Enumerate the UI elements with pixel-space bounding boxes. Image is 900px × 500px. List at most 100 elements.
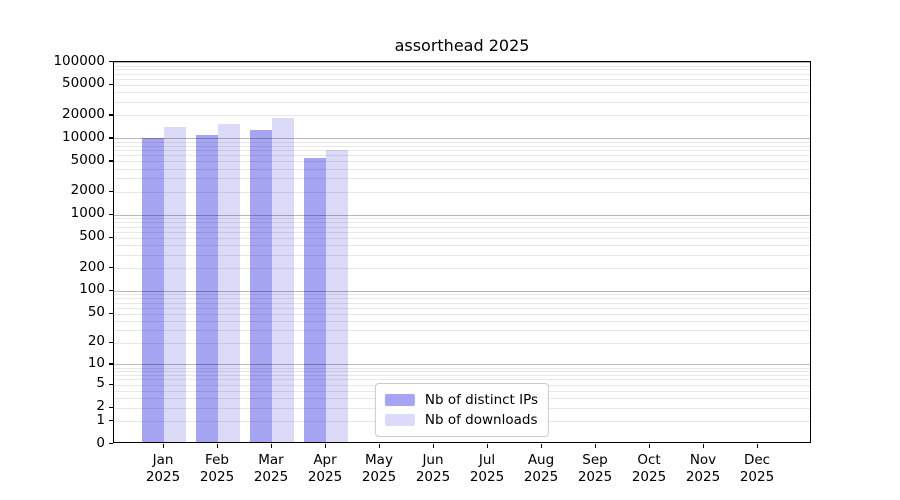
minor-gridline (114, 343, 810, 344)
y-tick-mark (109, 420, 113, 422)
legend-swatch (384, 394, 415, 406)
minor-gridline (114, 141, 810, 143)
minor-gridline (114, 85, 810, 86)
y-tick-mark (109, 312, 113, 314)
x-tick-label: Jul 2025 (460, 452, 514, 486)
bar-distinct-ips (304, 157, 326, 442)
y-tick-label: 50000 (62, 75, 105, 92)
minor-gridline (114, 294, 810, 296)
month-label: May (365, 452, 393, 468)
major-gridline (114, 214, 810, 216)
minor-gridline (114, 65, 810, 67)
y-tick-mark (109, 406, 113, 408)
minor-gridline (114, 155, 810, 157)
x-tick-mark (271, 444, 273, 448)
x-tick-label: Apr 2025 (298, 452, 352, 486)
minor-gridline (114, 69, 810, 71)
y-tick-label: 100 (79, 281, 105, 298)
minor-gridline (114, 245, 810, 247)
minor-gridline (114, 298, 810, 300)
y-tick-label: 50 (87, 304, 105, 321)
y-tick-label: 10 (87, 354, 105, 371)
minor-gridline (114, 150, 810, 152)
minor-gridline (114, 330, 810, 332)
y-tick-mark (109, 213, 113, 215)
y-tick-label: 10000 (62, 128, 105, 145)
major-gridline (114, 364, 810, 366)
y-tick-mark (109, 160, 113, 162)
x-tick-label: Dec 2025 (730, 452, 784, 486)
x-tick-label: Sep 2025 (568, 452, 622, 486)
month-label: Jul (478, 452, 496, 468)
y-tick-mark (109, 84, 113, 86)
month-label: Jan (152, 452, 174, 468)
legend-label: Nb of distinct IPs (424, 392, 539, 408)
minor-gridline (114, 222, 810, 224)
y-tick-mark (109, 342, 113, 344)
y-tick-label: 5 (96, 375, 105, 392)
month-label: Apr (313, 452, 337, 468)
x-tick-label: Aug 2025 (514, 452, 568, 486)
bar-downloads (272, 118, 294, 442)
y-tick-label: 2000 (70, 182, 105, 199)
y-tick-label: 200 (79, 258, 105, 275)
minor-gridline (114, 73, 810, 75)
month-label: Nov (689, 452, 717, 468)
y-tick-mark (109, 61, 113, 63)
minor-gridline (114, 78, 810, 80)
month-label: Sep (582, 452, 608, 468)
bar-downloads (218, 123, 240, 442)
major-gridline (114, 62, 810, 63)
y-tick-label: 1 (96, 411, 105, 428)
y-tick-label: 5000 (70, 151, 105, 168)
x-tick-mark (379, 444, 381, 448)
y-tick-mark (109, 383, 113, 385)
month-label: Jun (422, 452, 444, 468)
minor-gridline (114, 178, 810, 180)
y-tick-mark (109, 114, 113, 116)
bar-distinct-ips (196, 135, 218, 442)
legend-row: Nb of downloads (384, 410, 538, 430)
x-tick-mark (703, 444, 705, 448)
minor-gridline (114, 367, 810, 369)
minor-gridline (114, 237, 810, 239)
x-tick-label: Jun 2025 (406, 452, 460, 486)
y-tick-mark (109, 190, 113, 192)
y-tick-label: 2 (96, 398, 105, 415)
minor-gridline (114, 115, 810, 117)
year-label: 2025 (739, 469, 775, 485)
plot-area: Nb of distinct IPs Nb of downloads (113, 61, 811, 443)
year-label: 2025 (685, 469, 721, 485)
minor-gridline (114, 92, 810, 94)
minor-gridline (114, 191, 810, 193)
minor-gridline (114, 254, 810, 256)
minor-gridline (114, 302, 810, 304)
year-label: 2025 (199, 469, 235, 485)
x-tick-mark (325, 444, 327, 448)
x-tick-mark (433, 444, 435, 448)
year-label: 2025 (361, 469, 397, 485)
x-tick-mark (217, 444, 219, 448)
year-label: 2025 (415, 469, 451, 485)
x-tick-mark (595, 444, 597, 448)
bar-downloads (164, 127, 186, 442)
y-tick-label: 100000 (53, 52, 105, 69)
minor-gridline (114, 268, 810, 269)
x-tick-mark (541, 444, 543, 448)
minor-gridline (114, 226, 810, 228)
y-tick-label: 20 (87, 333, 105, 350)
year-label: 2025 (631, 469, 667, 485)
x-tick-label: Oct 2025 (622, 452, 676, 486)
chart-title: assorthead 2025 (394, 36, 530, 55)
year-label: 2025 (523, 469, 559, 485)
minor-gridline (114, 371, 810, 373)
year-label: 2025 (145, 469, 181, 485)
month-label: Feb (205, 452, 229, 468)
x-tick-label: Nov 2025 (676, 452, 730, 486)
y-tick-mark (109, 137, 113, 139)
x-tick-label: Mar 2025 (244, 452, 298, 486)
x-tick-mark (487, 444, 489, 448)
legend-row: Nb of distinct IPs (384, 390, 539, 410)
y-tick-mark (109, 443, 113, 445)
